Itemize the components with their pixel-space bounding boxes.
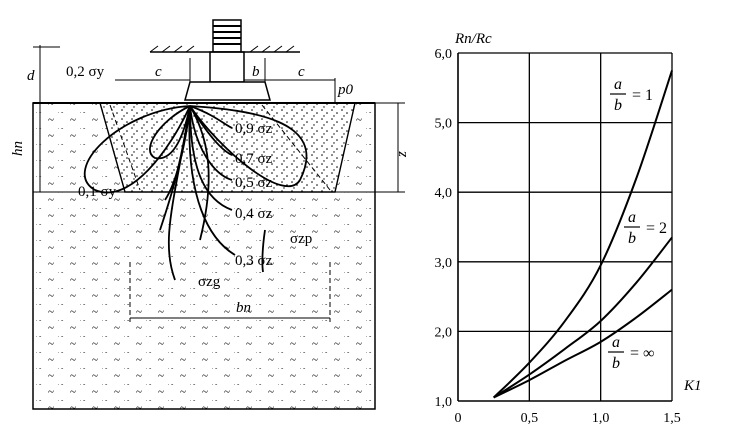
label-sigma-z-04: 0,4 σz [235,206,273,222]
x-tick-label: 1,0 [592,411,610,426]
stress-isolines [83,105,308,281]
label-c-right: c [298,64,305,80]
x-tick-label: 1,5 [663,411,681,426]
curve-label-denominator: b [628,230,636,247]
label-b: b [252,64,260,80]
label-sigma-z-09: 0,9 σz [235,121,273,137]
soil-diagram: d hп c b c p0 z bп 0,2 σy 0,1 σy 0,9 σz … [10,19,410,410]
label-c-left: c [155,64,162,80]
curve-label-2: ab = 2 [624,209,667,247]
y-tick-label: 2,0 [435,325,453,340]
curve-label-value: = ∞ [630,345,654,362]
label-sigma-z-07: 0,7 σz [235,151,273,167]
label-bn: bп [236,300,251,316]
chart-curve-labels: ab= 1ab= 2ab= ∞ [608,76,667,372]
y-tick-label: 6,0 [435,47,453,62]
label-sigma-z-03: 0,3 σz [235,253,273,269]
chart-tick-labels: 0 0,5 1,0 1,5 1,0 2,0 3,0 4,0 5,0 6,0 [435,47,681,426]
chart-ylabel: Rп/Rс [454,31,492,47]
y-tick-label: 3,0 [435,256,453,271]
label-sigma-y-01: 0,1 σy [78,184,117,200]
label-sigma-zp: σzp [290,231,312,247]
chart: 0 0,5 1,0 1,51,02,03,04,05,06,0 ab= 1ab= 2a… [435,31,702,426]
curve-label-numerator: a [628,209,636,226]
label-hn: hп [10,141,26,156]
label-sigma-z-05: 0,5 σz [235,175,273,191]
label-sigma-y-02: 0,2 σy [66,64,105,80]
y-tick-label: 5,0 [435,117,453,132]
curve-label-denominator: b [614,97,622,114]
curve-label-1: ab = 1 [610,76,653,114]
y-tick-label: 4,0 [435,186,453,201]
label-sigma-zg: σzg [198,274,221,290]
curve-label-value: = 2 [646,220,667,237]
y-tick-label: 1,0 [435,395,453,410]
curve-label-3: ab = ∞ [608,334,654,372]
foundation [149,19,300,101]
x-tick-label: 0 [455,411,462,426]
chart-series [492,70,673,399]
curve-label-value: = 1 [632,87,653,104]
dimension-lines [33,45,405,322]
curve-label-numerator: a [614,76,622,93]
chart-xlabel: K1 [683,378,702,394]
x-tick-label: 0,5 [521,411,539,426]
label-z: z [394,151,410,158]
series-line-2 [493,236,673,399]
chart-axes [457,53,672,402]
label-p0: p0 [337,82,354,98]
curve-label-numerator: a [612,334,620,351]
series-line-1 [492,70,673,399]
curve-label-denominator: b [612,355,620,372]
pressure-spread-lines [109,104,141,191]
label-d: d [27,68,35,84]
series-line-3 [493,288,673,399]
